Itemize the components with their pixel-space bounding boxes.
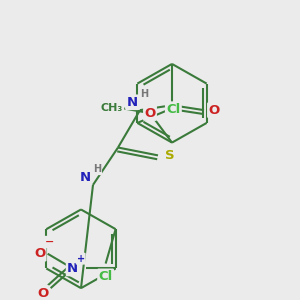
Text: −: − <box>45 237 54 247</box>
Text: O: O <box>34 247 45 260</box>
Text: N: N <box>67 262 78 275</box>
Text: Cl: Cl <box>98 270 113 283</box>
Text: CH₃: CH₃ <box>101 103 123 113</box>
Text: Cl: Cl <box>166 103 181 116</box>
Text: +: + <box>76 254 85 264</box>
Text: O: O <box>208 103 220 117</box>
Text: O: O <box>144 106 156 120</box>
Text: S: S <box>165 149 175 162</box>
Text: H: H <box>93 164 101 174</box>
Text: H: H <box>140 89 148 99</box>
Text: O: O <box>37 286 48 300</box>
Text: N: N <box>126 96 138 109</box>
Text: N: N <box>80 170 91 184</box>
